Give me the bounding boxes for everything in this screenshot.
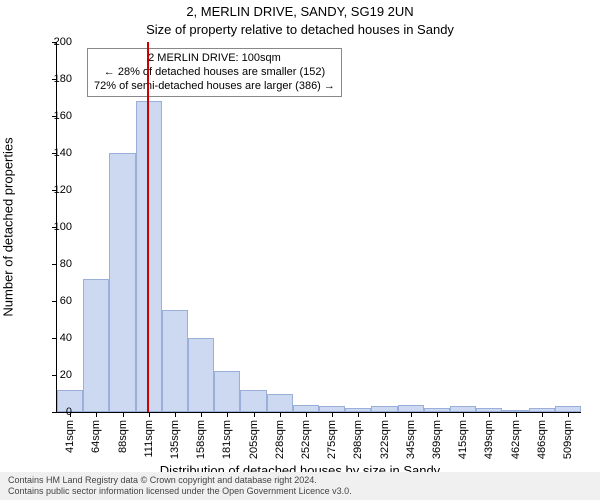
x-tick-label: 415sqm <box>457 420 469 459</box>
histogram-bar <box>136 101 162 412</box>
annotation-line-2: ← 28% of detached houses are smaller (15… <box>94 66 335 80</box>
chart-title: 2, MERLIN DRIVE, SANDY, SG19 2UN <box>0 4 600 19</box>
histogram-bar <box>83 279 109 412</box>
annotation-line-1: 2 MERLIN DRIVE: 100sqm <box>94 52 335 66</box>
x-tick-label: 322sqm <box>379 420 391 459</box>
x-tick-mark <box>254 412 255 417</box>
x-tick-mark <box>123 412 124 417</box>
histogram-bar <box>162 310 188 412</box>
chart-container: 2, MERLIN DRIVE, SANDY, SG19 2UN Size of… <box>0 0 600 500</box>
x-tick-mark <box>411 412 412 417</box>
footer-line-2: Contains public sector information licen… <box>8 486 592 497</box>
histogram-bar <box>398 405 424 412</box>
histogram-bar <box>240 390 266 412</box>
y-tick-label: 180 <box>32 73 72 85</box>
histogram-bar <box>293 405 319 412</box>
y-tick-label: 100 <box>32 221 72 233</box>
histogram-bar <box>214 371 240 412</box>
y-tick-label: 140 <box>32 147 72 159</box>
x-tick-mark <box>332 412 333 417</box>
chart-subtitle: Size of property relative to detached ho… <box>0 22 600 37</box>
x-tick-label: 181sqm <box>221 420 233 459</box>
x-tick-mark <box>358 412 359 417</box>
x-tick-mark <box>201 412 202 417</box>
x-tick-mark <box>96 412 97 417</box>
y-tick-label: 120 <box>32 184 72 196</box>
footer-line-1: Contains HM Land Registry data © Crown c… <box>8 475 592 486</box>
histogram-bar <box>267 394 293 413</box>
x-tick-mark <box>542 412 543 417</box>
x-tick-label: 462sqm <box>510 420 522 459</box>
plot-area: 2 MERLIN DRIVE: 100sqm ← 28% of detached… <box>56 42 581 413</box>
y-tick-label: 60 <box>32 295 72 307</box>
x-tick-mark <box>516 412 517 417</box>
x-tick-mark <box>227 412 228 417</box>
x-tick-mark <box>463 412 464 417</box>
x-tick-label: 298sqm <box>352 420 364 459</box>
x-tick-mark <box>149 412 150 417</box>
x-tick-mark <box>385 412 386 417</box>
x-tick-mark <box>280 412 281 417</box>
x-tick-label: 369sqm <box>431 420 443 459</box>
y-tick-label: 80 <box>32 258 72 270</box>
y-tick-label: 40 <box>32 332 72 344</box>
x-tick-label: 228sqm <box>274 420 286 459</box>
x-tick-label: 64sqm <box>90 420 102 453</box>
x-tick-label: 158sqm <box>195 420 207 459</box>
footer: Contains HM Land Registry data © Crown c… <box>0 472 600 500</box>
y-axis-label: Number of detached properties <box>1 137 16 316</box>
y-tick-label: 20 <box>32 369 72 381</box>
y-tick-label: 0 <box>32 406 72 418</box>
annotation-line-3: 72% of semi-detached houses are larger (… <box>94 80 335 94</box>
marker-line <box>147 42 149 412</box>
annotation-box: 2 MERLIN DRIVE: 100sqm ← 28% of detached… <box>87 48 342 97</box>
x-tick-label: 345sqm <box>405 420 417 459</box>
y-tick-label: 200 <box>32 36 72 48</box>
x-tick-label: 486sqm <box>536 420 548 459</box>
x-tick-label: 41sqm <box>64 420 76 453</box>
x-tick-label: 509sqm <box>562 420 574 459</box>
x-tick-mark <box>568 412 569 417</box>
x-tick-label: 275sqm <box>326 420 338 459</box>
histogram-bar <box>109 153 135 412</box>
x-tick-label: 205sqm <box>248 420 260 459</box>
x-tick-mark <box>437 412 438 417</box>
x-tick-label: 252sqm <box>300 420 312 459</box>
x-tick-mark <box>306 412 307 417</box>
y-tick-label: 160 <box>32 110 72 122</box>
x-tick-label: 88sqm <box>117 420 129 453</box>
x-tick-label: 111sqm <box>143 420 155 458</box>
x-tick-label: 439sqm <box>483 420 495 459</box>
x-tick-label: 135sqm <box>169 420 181 459</box>
x-tick-mark <box>489 412 490 417</box>
x-tick-mark <box>175 412 176 417</box>
histogram-bar <box>188 338 214 412</box>
